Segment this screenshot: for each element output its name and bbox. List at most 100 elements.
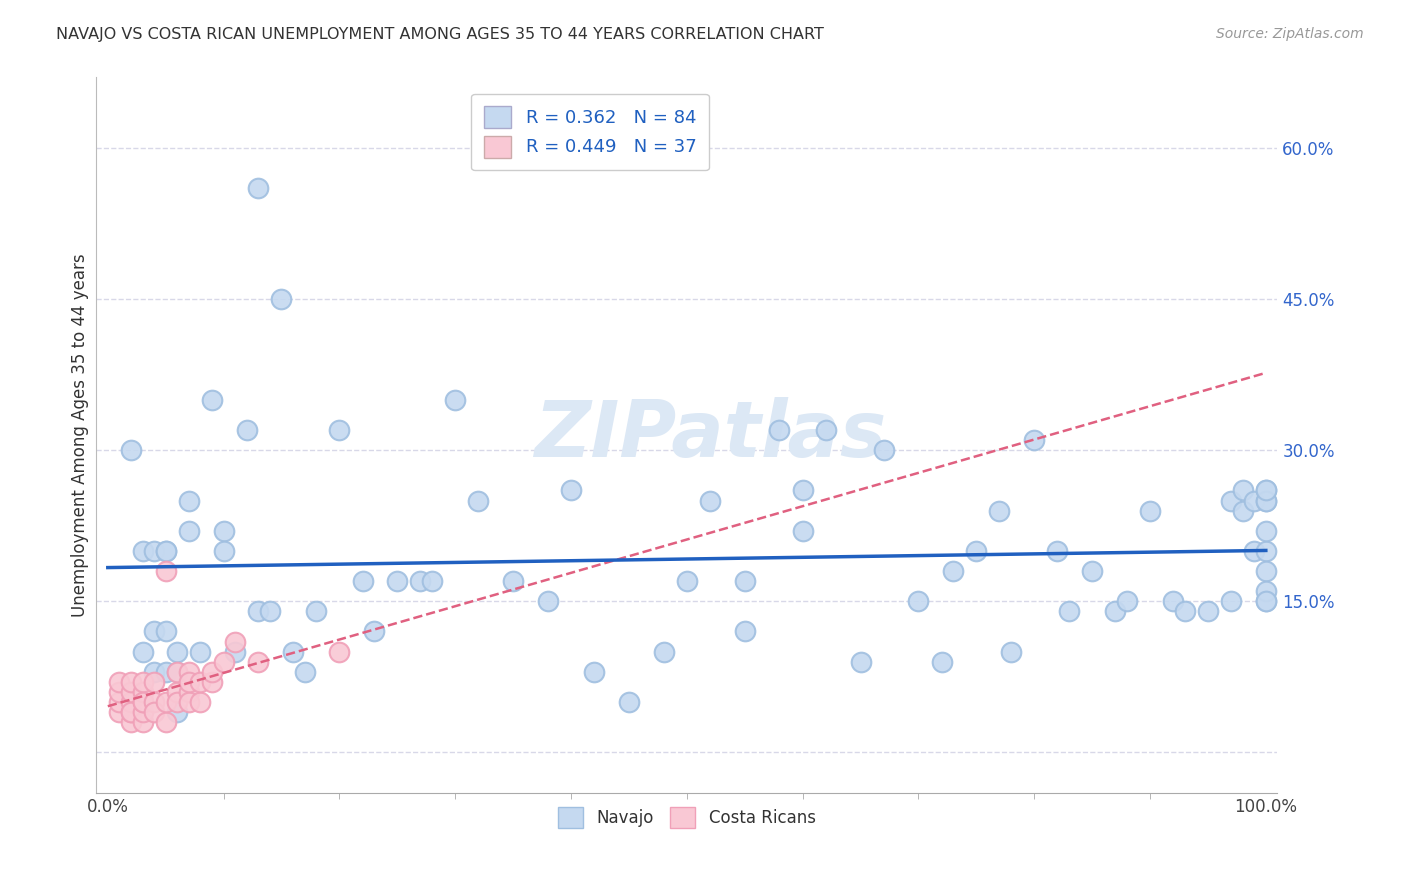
Point [814,423,837,437]
Point [247,655,270,669]
Point [734,574,756,588]
Point [988,503,1011,517]
Point [224,645,246,659]
Point [363,624,385,639]
Point [1024,433,1046,447]
Point [155,695,177,709]
Point [190,695,212,709]
Point [120,695,142,709]
Point [131,715,153,730]
Point [131,685,153,699]
Point [1254,594,1277,608]
Point [201,674,224,689]
Point [1243,493,1265,508]
Point [1081,564,1104,578]
Point [699,493,721,508]
Point [1197,604,1219,618]
Point [108,674,131,689]
Point [155,544,177,558]
Point [155,624,177,639]
Point [675,574,697,588]
Point [212,524,235,538]
Point [120,674,142,689]
Point [1254,594,1277,608]
Point [131,674,153,689]
Point [1104,604,1126,618]
Point [734,624,756,639]
Point [143,674,166,689]
Text: Source: ZipAtlas.com: Source: ZipAtlas.com [1216,27,1364,41]
Point [537,594,560,608]
Point [212,655,235,669]
Point [1139,503,1161,517]
Point [409,574,432,588]
Point [387,574,409,588]
Point [108,695,131,709]
Point [120,443,142,458]
Point [155,564,177,578]
Point [120,685,142,699]
Point [247,181,270,195]
Point [166,695,188,709]
Point [131,695,153,709]
Point [1057,604,1080,618]
Point [420,574,443,588]
Point [166,645,188,659]
Point [281,645,304,659]
Point [224,634,246,648]
Point [259,604,281,618]
Point [792,524,814,538]
Point [931,655,953,669]
Point [294,665,316,679]
Point [1115,594,1137,608]
Point [166,665,188,679]
Point [1254,493,1277,508]
Point [942,564,965,578]
Point [872,443,894,458]
Point [155,544,177,558]
Text: ZIPatlas: ZIPatlas [534,397,887,473]
Point [155,715,177,730]
Point [212,544,235,558]
Point [467,493,489,508]
Point [849,655,872,669]
Point [352,574,374,588]
Point [143,624,166,639]
Point [108,705,131,719]
Point [1161,594,1184,608]
Point [1174,604,1197,618]
Point [143,665,166,679]
Point [1254,483,1277,498]
Point [652,645,675,659]
Point [201,392,224,407]
Point [1220,493,1243,508]
Point [166,705,188,719]
Point [1254,564,1277,578]
Point [131,544,153,558]
Point [143,695,166,709]
Point [177,665,200,679]
Point [305,604,328,618]
Point [166,665,188,679]
Point [131,705,153,719]
Point [1254,584,1277,599]
Point [177,493,200,508]
Point [177,524,200,538]
Point [617,695,640,709]
Point [768,423,790,437]
Point [190,674,212,689]
Point [1232,503,1254,517]
Point [143,705,166,719]
Point [444,392,467,407]
Point [560,483,582,498]
Point [190,645,212,659]
Point [131,645,153,659]
Y-axis label: Unemployment Among Ages 35 to 44 years: Unemployment Among Ages 35 to 44 years [72,253,89,617]
Point [155,665,177,679]
Point [270,292,292,306]
Point [328,645,350,659]
Point [1254,483,1277,498]
Point [328,423,350,437]
Point [1046,544,1069,558]
Point [907,594,929,608]
